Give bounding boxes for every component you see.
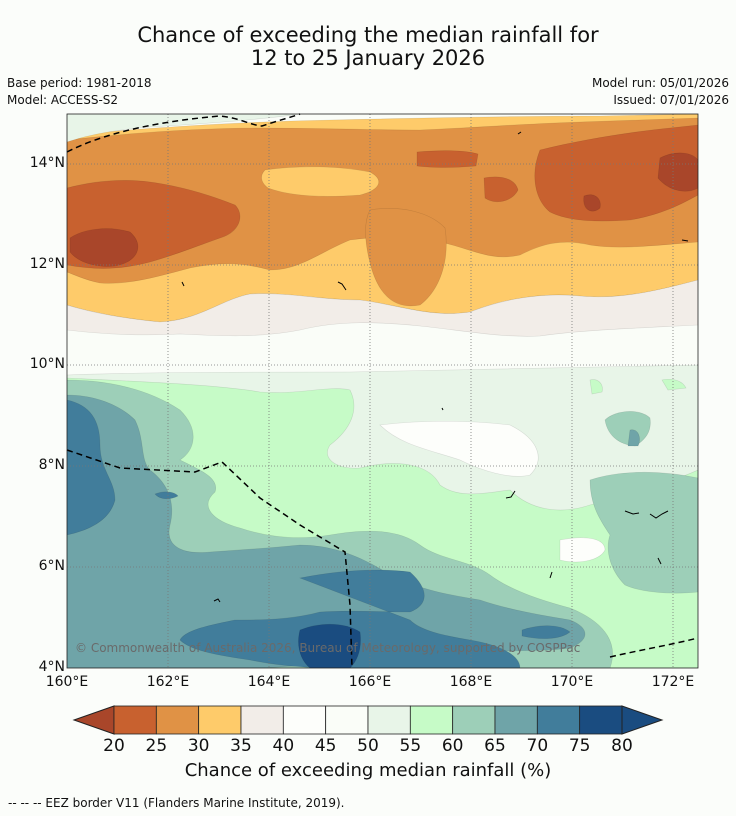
colorbar-cell — [579, 705, 623, 735]
region-20-25pct — [69, 228, 139, 267]
island — [549, 571, 553, 579]
region-40-45pct — [67, 279, 698, 337]
model-run: Model run: 05/01/2026 — [591, 76, 729, 90]
island — [441, 407, 444, 411]
eez-border-north — [66, 113, 301, 153]
x-tick-label: 160°E — [45, 674, 89, 690]
colorbar-tick-label: 30 — [187, 736, 210, 756]
region-35-40pct-pocket — [261, 166, 379, 197]
colorbar-cell — [282, 705, 327, 735]
colorbar-cell — [536, 705, 581, 735]
island — [213, 598, 221, 603]
x-tick-label: 162°E — [146, 674, 190, 690]
y-tick-label: 6°N — [38, 558, 65, 574]
region-65-70pct — [589, 471, 698, 594]
region-20-25pct — [583, 194, 601, 212]
colorbar-cell — [367, 705, 411, 735]
region-60-65pct — [589, 379, 603, 395]
region-45-50pct — [379, 420, 539, 477]
colorbar-tick-label: 80 — [611, 736, 633, 756]
eez-border-south — [66, 449, 353, 669]
x-tick-label: 164°E — [247, 674, 291, 690]
island — [181, 281, 185, 287]
map-title-line1: Chance of exceeding the median rainfall … — [137, 23, 599, 47]
colorbar-cell — [155, 705, 200, 735]
colorbar-tick-label: 55 — [399, 736, 422, 756]
island — [681, 239, 689, 242]
base-period: Base period: 1981-2018 — [7, 76, 152, 90]
colorbar-cell — [494, 705, 538, 735]
colorbar-tick-label: 35 — [230, 736, 252, 756]
eez-border-east — [609, 637, 699, 658]
rainfall-probability-field — [67, 114, 698, 668]
x-tick-label: 168°E — [449, 674, 493, 690]
region-80pct-plus — [298, 623, 361, 668]
island — [624, 510, 669, 519]
island-outlines — [181, 131, 689, 603]
issued-date: Issued: 07/01/2026 — [613, 93, 729, 107]
model-name: Model: ACCESS-S2 — [7, 93, 119, 107]
eez-borders — [66, 113, 699, 669]
colorbar-tick-label: 50 — [357, 736, 379, 756]
colorbar-cells — [113, 705, 623, 735]
map-frame — [66, 113, 699, 669]
island — [505, 490, 516, 499]
region-75-80pct — [521, 625, 571, 639]
colorbar-low-arrow — [72, 705, 115, 735]
gridlines — [67, 114, 698, 668]
x-tick-label: 166°E — [348, 674, 392, 690]
region-25-30pct — [416, 150, 479, 168]
colorbar-tick-label: 45 — [314, 736, 337, 756]
colorbar-cell — [409, 705, 454, 735]
map-title-line2: 12 to 25 January 2026 — [250, 46, 486, 70]
colorbar-tick-label: 40 — [272, 736, 295, 756]
y-tick-label: 8°N — [38, 457, 65, 473]
colorbar-cell — [452, 705, 496, 735]
island — [657, 557, 662, 565]
region-75-80pct — [67, 399, 116, 536]
colorbar-tick-label: 75 — [568, 736, 591, 756]
colorbar-high-arrow — [621, 705, 664, 735]
region-75-80pct — [154, 491, 179, 500]
colorbar-tick-label: 70 — [526, 736, 549, 756]
y-tick-label: 10°N — [29, 356, 65, 372]
colorbar-cell — [240, 705, 284, 735]
colorbar — [72, 705, 664, 735]
region-35-40pct-pocket — [365, 208, 447, 307]
region-60-65pct — [661, 378, 687, 391]
region-25-30pct — [483, 176, 519, 203]
x-tick-label: 172°E — [651, 674, 695, 690]
region-20-25pct — [657, 152, 698, 192]
region-northern-low — [67, 114, 301, 143]
colorbar-tick-label: 20 — [103, 736, 125, 756]
colorbar-tick-label: 65 — [484, 736, 506, 756]
x-tick-label: 170°E — [550, 674, 594, 690]
colorbar-tick-label: 60 — [441, 736, 464, 756]
copyright-notice: © Commonwealth of Australia 2026, Bureau… — [75, 641, 581, 655]
island — [337, 281, 347, 291]
region-70-75pct — [627, 429, 640, 447]
colorbar-title: Chance of exceeding median rainfall (%) — [184, 760, 552, 781]
eez-legend-note: -- -- -- EEZ border V11 (Flanders Marine… — [8, 796, 345, 810]
region-25-30pct — [534, 124, 698, 222]
colorbar-cell — [113, 705, 157, 735]
y-tick-label: 14°N — [29, 155, 65, 171]
island — [517, 131, 522, 135]
colorbar-tick-label: 25 — [145, 736, 168, 756]
region-45-50pct — [559, 537, 606, 563]
y-tick-label: 12°N — [29, 256, 65, 272]
colorbar-cell — [325, 705, 369, 735]
y-tick-label: 4°N — [38, 659, 65, 675]
colorbar-cell — [198, 705, 242, 735]
